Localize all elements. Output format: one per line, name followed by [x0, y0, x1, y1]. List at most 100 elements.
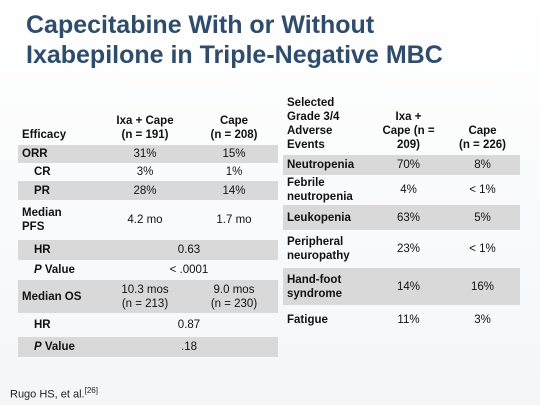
cell: < 1% — [445, 175, 520, 205]
citation-text: Rugo HS, et al. — [10, 388, 85, 401]
label-text: HR — [34, 319, 51, 331]
cell-text: 0.87 — [177, 319, 201, 331]
cell-text: < .0001 — [169, 264, 209, 276]
row-label: Leukopenia — [283, 205, 372, 230]
label-text-line: PFS — [22, 221, 45, 233]
label-text: HR — [34, 244, 51, 256]
label-text-line: Febrile — [287, 177, 325, 189]
header-text-line: 209) — [396, 139, 421, 151]
label-text-line: neuropathy — [287, 250, 350, 262]
table-row: CR 3% 1% — [18, 163, 278, 181]
cell: 5% — [445, 205, 520, 230]
cell-text: 16% — [470, 280, 495, 293]
cell-text: 0.63 — [177, 244, 201, 256]
header-text-line: Events — [287, 139, 325, 151]
adverse-events-table: Selected Grade 3/4 Adverse Events Ixa + Cape … — [283, 84, 520, 335]
cell-text: 14% — [222, 184, 246, 197]
column-header: Ixa + Cape (n = 191) — [100, 100, 190, 145]
cell-text-line: 10.3 mos — [121, 283, 169, 296]
cell-text: 3% — [474, 314, 491, 326]
cell: 4.2 mo — [100, 200, 190, 240]
cell-text: 11% — [397, 314, 420, 326]
cell: < 1% — [445, 230, 520, 268]
label-text: PR — [34, 184, 50, 197]
cell: 31% — [100, 145, 190, 163]
label-text: Leukopenia — [287, 211, 351, 224]
label-text-line: Peripheral — [287, 236, 344, 248]
cell: 23% — [372, 230, 445, 268]
column-header: Efficacy — [18, 100, 100, 145]
slide-title: Capecitabine With or Without Ixabepilone … — [26, 10, 526, 70]
cell: 9.0 mos (n = 230) — [190, 280, 278, 313]
label-text-line: Median — [22, 207, 62, 219]
row-label: PR — [18, 181, 100, 200]
cell: 14% — [190, 181, 278, 200]
label-text: ORR — [22, 148, 48, 160]
cell-text: < 1% — [469, 243, 496, 255]
label-text-line: syndrome — [287, 287, 342, 300]
header-text-line: (n = 226) — [459, 139, 506, 151]
cell-text: 23% — [396, 243, 421, 255]
title-line: Capecitabine With or Without — [26, 11, 375, 39]
cell-text: < 1% — [469, 184, 496, 196]
cell: 8% — [445, 155, 520, 175]
cell: 15% — [190, 145, 278, 163]
cell-text: .18 — [181, 341, 197, 353]
column-header: Selected Grade 3/4 Adverse Events — [283, 84, 372, 155]
cell: 3% — [445, 305, 520, 335]
table-row: Median PFS 4.2 mo 1.7 mo — [18, 200, 278, 240]
label-text: P Value — [34, 264, 75, 276]
cell: 14% — [372, 268, 445, 305]
table-row: Neutropenia 70% 8% — [283, 155, 520, 175]
cell-text: 8% — [474, 159, 491, 171]
label-text: CR — [34, 166, 51, 178]
row-label: Peripheral neuropathy — [283, 230, 372, 268]
header-text-line: Cape — [219, 115, 249, 127]
row-label: P Value — [18, 337, 100, 357]
row-label: Fatigue — [283, 305, 372, 335]
header-text-line: Ixa + Cape — [116, 115, 174, 127]
table-row: Median OS 10.3 mos (n = 213) 9.0 mos (n = 23… — [18, 280, 278, 313]
cell-text: 5% — [474, 211, 491, 224]
label-text-line: neutropenia — [287, 191, 353, 203]
cell-text-line: (n = 213) — [121, 297, 169, 310]
column-header: Cape (n = 226) — [445, 84, 520, 155]
column-header: Ixa + Cape (n = 209) — [372, 84, 445, 155]
row-label: Neutropenia — [283, 155, 372, 175]
header-text-line: (n = 208) — [210, 129, 258, 141]
row-label: Median PFS — [18, 200, 100, 240]
table-row: HR 0.87 — [18, 313, 278, 337]
cell-text: 28% — [133, 184, 157, 197]
cell: 11% — [372, 305, 445, 335]
cell: 1% — [190, 163, 278, 181]
cell: 1.7 mo — [190, 200, 278, 240]
row-label: ORR — [18, 145, 100, 163]
cell: 0.87 — [100, 313, 278, 337]
table-row: P Value .18 — [18, 337, 278, 357]
cell-text: 63% — [396, 211, 421, 224]
label-text: Neutropenia — [287, 159, 355, 171]
cell: 63% — [372, 205, 445, 230]
row-label: P Value — [18, 260, 100, 280]
row-label: Median OS — [18, 280, 100, 313]
cell-text: 1.7 mo — [216, 214, 252, 226]
title-line: Ixabepilone in Triple-Negative MBC — [26, 41, 443, 69]
row-label: CR — [18, 163, 100, 181]
cell-text: 1% — [225, 166, 243, 178]
cell: .18 — [100, 337, 278, 357]
citation: Rugo HS, et al.[26] — [10, 386, 98, 401]
cell-text: 4% — [400, 184, 417, 196]
cell: 28% — [100, 181, 190, 200]
cell-text: 14% — [396, 280, 421, 293]
row-label: HR — [18, 313, 100, 337]
label-text: Fatigue — [287, 314, 328, 326]
table-row: HR 0.63 — [18, 240, 278, 260]
label-text-line: Hand-foot — [287, 273, 342, 286]
cell-text-line: (n = 230) — [210, 297, 258, 310]
label-text: P Value — [34, 341, 75, 353]
cell: 16% — [445, 268, 520, 305]
header-text-line: Cape — [468, 125, 497, 137]
citation-ref: [26] — [84, 386, 98, 395]
cell-text: 3% — [136, 166, 154, 178]
